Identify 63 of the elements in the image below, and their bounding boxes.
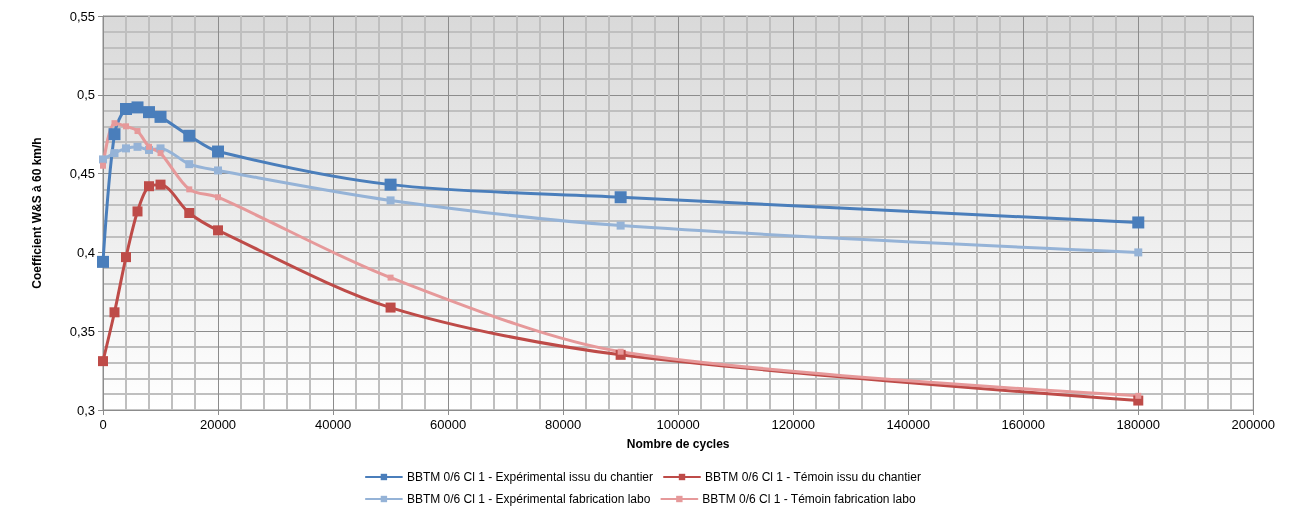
point	[214, 166, 223, 175]
point	[186, 186, 193, 193]
point	[1135, 392, 1142, 399]
point	[144, 181, 155, 192]
point	[100, 162, 106, 169]
y-tick-label: 0,5	[76, 87, 95, 103]
point	[132, 206, 143, 217]
point	[123, 123, 130, 130]
x-axis-title: Nombre de cycles	[626, 437, 730, 451]
point	[1134, 248, 1143, 257]
y-tick-label: 0,3	[76, 402, 95, 418]
point	[109, 307, 120, 318]
x-tick-label: 40000	[314, 417, 352, 432]
y-axis-title: Coefficient W&S à 60 km/h	[30, 137, 44, 289]
x-tick-label: 100000	[656, 417, 700, 432]
x-tick-label: 120000	[771, 417, 815, 432]
point	[131, 101, 144, 114]
y-tick-label: 0,4	[76, 244, 95, 260]
x-tick-label: 0	[99, 417, 107, 432]
point	[616, 221, 625, 230]
point	[386, 196, 395, 205]
point	[183, 129, 196, 142]
point	[108, 128, 121, 141]
point	[212, 145, 225, 158]
point	[617, 348, 624, 355]
point	[134, 128, 141, 135]
point	[122, 144, 131, 153]
legend-label: BBTM 0/6 Cl 1 - Témoin issu du chantier	[705, 470, 921, 484]
x-tick-label: 160000	[1001, 417, 1045, 432]
x-tick-label: 20000	[199, 417, 237, 432]
point	[185, 160, 194, 169]
point	[215, 194, 222, 201]
x-tick-label: 60000	[430, 417, 467, 432]
point	[1132, 216, 1145, 229]
point	[98, 356, 108, 367]
point	[155, 179, 166, 190]
y-tick-label: 0,35	[69, 323, 95, 339]
point	[146, 143, 153, 150]
point	[121, 252, 132, 263]
point	[133, 142, 142, 151]
point	[99, 155, 107, 164]
point	[213, 225, 224, 236]
x-tick-label: 200000	[1231, 417, 1276, 432]
point	[385, 302, 396, 313]
point	[97, 255, 109, 268]
x-tick-label: 140000	[886, 417, 930, 432]
point	[111, 120, 118, 127]
legend-label: BBTM 0/6 Cl 1 - Expérimental fabrication labo	[406, 492, 651, 506]
point	[184, 208, 195, 218]
legend-label: BBTM 0/6 Cl 1 - Témoin fabrication labo	[702, 492, 916, 506]
point	[154, 110, 167, 123]
x-tick-label: 80000	[545, 417, 582, 432]
point	[384, 178, 397, 191]
legend-label: BBTM 0/6 Cl 1 - Expérimental issu du chantier	[406, 470, 654, 484]
point	[614, 191, 627, 204]
point	[157, 150, 164, 157]
point	[143, 106, 156, 119]
x-tick-label: 180000	[1116, 417, 1160, 432]
point	[387, 274, 394, 281]
y-tick-label: 0,45	[69, 166, 95, 182]
point	[110, 149, 119, 158]
y-tick-label: 0,55	[69, 8, 95, 24]
point	[120, 102, 133, 115]
